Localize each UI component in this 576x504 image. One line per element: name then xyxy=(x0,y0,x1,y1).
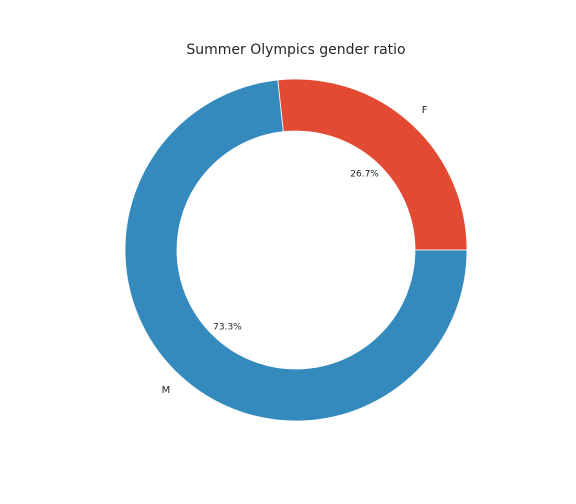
chart-title: Summer Olympics gender ratio xyxy=(186,42,405,58)
slice-m xyxy=(124,79,468,422)
slice-label-m: M xyxy=(162,385,171,396)
slice-labels: F 26.7% M 73.3% xyxy=(162,105,428,396)
slice-label-f: F xyxy=(422,105,428,116)
donut-slices xyxy=(124,78,468,422)
pct-label-m: 73.3% xyxy=(213,322,242,332)
slice-f xyxy=(277,78,468,251)
pct-label-f: 26.7% xyxy=(350,170,379,180)
